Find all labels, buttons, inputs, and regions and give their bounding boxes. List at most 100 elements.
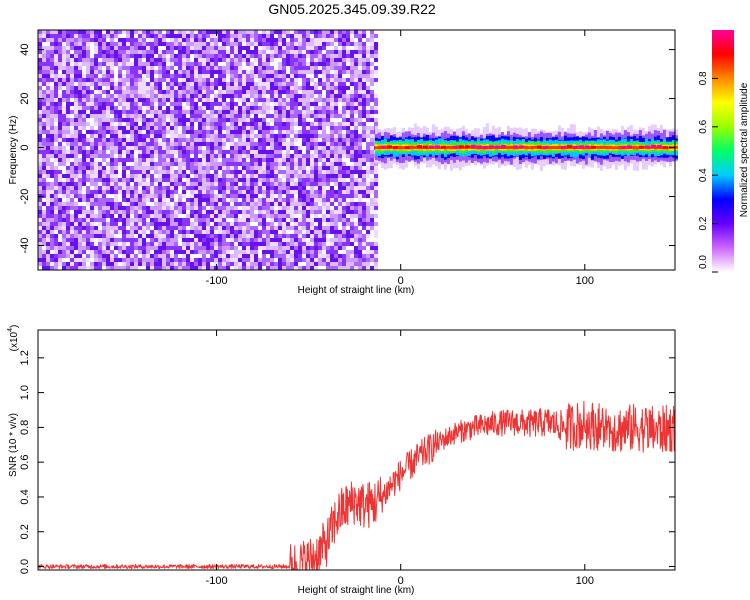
spectrogram-cell — [310, 58, 314, 62]
spectrogram-cell — [122, 218, 126, 222]
spectrogram-cell — [198, 262, 202, 266]
spectrogram-cell — [222, 194, 226, 198]
spectrogram-cell — [318, 34, 322, 38]
spectrogram-cell — [242, 150, 246, 154]
spectrogram-cell — [170, 110, 174, 114]
spectrogram-cell — [210, 202, 214, 206]
spectrogram-cell — [338, 262, 342, 266]
spectrogram-cell — [58, 66, 62, 70]
spectrogram-cell — [366, 266, 370, 270]
spectrogram-cell — [362, 62, 366, 66]
spectrogram-cell — [370, 46, 374, 50]
spectrogram-cell — [246, 162, 250, 166]
spectrogram-cell — [350, 82, 354, 86]
spectrogram-cell — [186, 42, 190, 46]
spectrogram-cell — [234, 174, 238, 178]
spectrogram-cell — [154, 82, 158, 86]
spectrogram-cell — [370, 98, 374, 102]
spectrogram-cell — [342, 142, 346, 146]
spectrogram-cell — [218, 162, 222, 166]
spectrogram-cell — [130, 126, 134, 130]
spectrogram-cell — [198, 130, 202, 134]
spectrogram-cell — [350, 98, 354, 102]
spectrogram-cell — [246, 38, 250, 42]
spectrogram-cell — [270, 190, 274, 194]
spectrogram-cell — [274, 146, 278, 150]
spectrogram-cell — [254, 146, 258, 150]
spectrogram-cell — [174, 178, 178, 182]
spectrogram-cell — [102, 250, 106, 254]
spectrogram-cell — [130, 218, 134, 222]
spectrogram-cell — [338, 50, 342, 54]
spectrogram-cell — [338, 42, 342, 46]
spectrogram-cell — [86, 170, 90, 174]
spectrogram-cell — [206, 66, 210, 70]
spectrogram-cell — [150, 106, 154, 110]
spectrogram-cell — [186, 94, 190, 98]
spectrogram-cell — [246, 58, 250, 62]
spectrogram-cell — [74, 134, 78, 138]
spectrogram-cell — [134, 114, 138, 118]
spectrogram-cell — [114, 254, 118, 258]
spectrogram-cell — [330, 114, 334, 118]
spectrogram-cell — [250, 254, 254, 258]
spectrogram-cell — [202, 226, 206, 230]
spectrogram-cell — [46, 154, 50, 158]
spectrogram-cell — [158, 158, 162, 162]
spectrogram-cell — [122, 98, 126, 102]
spectrogram-cell — [138, 114, 142, 118]
spectrogram-cell — [358, 86, 362, 90]
spectrogram-cell — [206, 42, 210, 46]
spectrogram-cell — [38, 110, 42, 114]
spectrogram-cell — [242, 202, 246, 206]
spectrogram-cell — [178, 182, 182, 186]
spectrogram-cell — [346, 66, 350, 70]
spectrogram-cell — [202, 238, 206, 242]
spectrogram-cell — [130, 262, 134, 266]
spectrogram-cell — [50, 30, 54, 34]
spectrogram-cell — [182, 182, 186, 186]
spectrogram-cell — [134, 110, 138, 114]
spectrogram-cell — [42, 142, 46, 146]
spectrogram-cell — [126, 234, 130, 238]
spectrogram-cell — [190, 182, 194, 186]
spectrogram-cell — [70, 110, 74, 114]
spectrogram-cell — [278, 46, 282, 50]
spectrogram-cell — [154, 94, 158, 98]
spectrogram-cell — [338, 130, 342, 134]
spectrogram-cell — [238, 170, 242, 174]
spectrogram-cell — [74, 254, 78, 258]
spectrogram-cell — [262, 150, 266, 154]
spectrogram-cell — [46, 114, 50, 118]
spectrogram-cell — [266, 126, 270, 130]
spectrogram-cell — [314, 30, 318, 34]
spectrogram-cell — [146, 214, 150, 218]
spectrogram-cell — [74, 202, 78, 206]
spectrogram-cell — [218, 222, 222, 226]
spectrogram-cell — [202, 150, 206, 154]
spectrogram-cell — [342, 206, 346, 210]
spectrogram-cell — [206, 214, 210, 218]
spectrogram-cell — [58, 226, 62, 230]
spectrogram-cell — [314, 250, 318, 254]
spectrogram-cell — [198, 170, 202, 174]
spectrogram-cell — [82, 38, 86, 42]
spectrogram-cell — [374, 174, 378, 178]
spectrogram-cell — [130, 118, 134, 122]
spectrogram-cell — [342, 214, 346, 218]
spectrogram-cell — [234, 190, 238, 194]
spectrogram-cell — [314, 162, 318, 166]
spectrogram-cell — [74, 242, 78, 246]
spectrogram-cell — [354, 98, 358, 102]
spectrogram-cell — [254, 262, 258, 266]
spectrogram-cell — [366, 182, 370, 186]
spectrogram-cell — [238, 134, 242, 138]
spectrogram-cell — [142, 78, 146, 82]
spectrogram-cell — [334, 66, 338, 70]
spectrogram-cell — [294, 198, 298, 202]
spectrogram-cell — [122, 186, 126, 190]
spectrogram-cell — [222, 34, 226, 38]
spectrogram-cell — [322, 30, 326, 34]
spectrogram-cell — [58, 198, 62, 202]
spectrogram-cell — [362, 78, 366, 82]
